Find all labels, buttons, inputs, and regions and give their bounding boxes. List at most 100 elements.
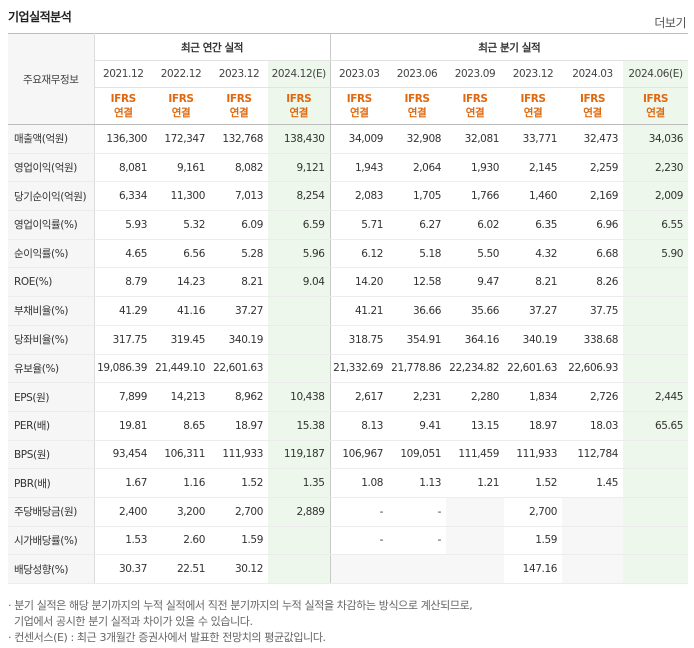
quarter-value-cell [446,554,505,584]
quarter-value-cell: 1,766 [446,181,505,212]
row-label[interactable]: 순이익률(%) [8,239,95,269]
annual-value-cell: 15.38 [268,411,331,441]
ifrs-label: IFRS [462,93,488,105]
quarter-value-cell: 5.18 [388,239,447,269]
row-label[interactable]: BPS(원) [8,440,95,470]
ifrs-basis-header: IFRS 연결 [562,87,624,125]
quarter-value-cell: 6.27 [388,210,447,240]
annual-value-cell: 41.29 [94,296,152,326]
quarter-value-cell [446,496,505,527]
row-label[interactable]: 배당성향(%) [8,554,95,584]
quarter-value-cell: 112,784 [562,440,624,470]
ifrs-label: IFRS [404,93,430,105]
annual-value-cell: 30.12 [210,554,268,584]
quarter-value-cell: 5.90 [623,239,689,269]
annual-value-cell: 1.53 [94,526,152,556]
consolidated-label: 연결 [407,107,427,119]
period-header: 2023.12 [210,60,268,88]
period-header: 2023.06 [388,60,447,88]
table-row: 배당성향(%) 30.37 22.51 30.12 147.16 [8,554,689,584]
quarter-value-cell: 1,705 [388,181,447,212]
row-label[interactable]: EPS(원) [8,382,95,412]
annual-value-cell: 5.96 [268,239,331,269]
table-row: PER(배) 19.81 8.65 18.97 15.38 8.13 9.41 13.15 18… [8,411,689,441]
more-link[interactable]: 더보기 [654,16,686,30]
annual-value-cell: 30.37 [94,554,152,584]
table-row: 주당배당금(원) 2,400 3,200 2,700 2,889- -2,700 [8,496,689,527]
annual-value-cell: 8.65 [152,411,210,441]
quarter-value-cell: 1,930 [446,153,505,183]
ifrs-label: IFRS [579,93,606,105]
annual-value-cell: 41.16 [152,296,210,326]
ifrs-label: IFRS [520,93,546,105]
row-label[interactable]: 당좌비율(%) [8,325,95,355]
annual-value-cell: 6.09 [210,210,268,240]
quarter-value-cell: 106,967 [330,440,389,470]
annual-value-cell: 1.16 [152,468,210,498]
row-label[interactable]: ROE(%) [8,267,95,298]
quarter-value-cell: 22,601.63 [504,354,563,384]
annual-value-cell: 317.75 [94,325,152,355]
annual-value-cell: 2,700 [210,496,268,527]
quarter-value-cell: 9.47 [446,267,505,298]
row-label[interactable]: 시가배당률(%) [8,526,95,556]
period-header: 2023.09 [446,60,505,88]
table-row: EPS(원) 7,899 14,213 8,962 10,438 2,617 2,231 2,… [8,382,689,412]
annual-value-cell: 8,082 [210,153,268,183]
annual-value-cell: 136,300 [94,124,152,154]
row-label[interactable]: 영업이익률(%) [8,210,95,240]
quarter-value-cell: 364.16 [446,325,505,355]
quarter-value-cell [562,554,624,584]
annual-value-cell: 14,213 [152,382,210,412]
consolidated-label: 연결 [229,107,249,119]
table-row: 순이익률(%) 4.65 6.56 5.28 5.96 6.12 5.18 5.50 4.32 6… [8,239,689,269]
annual-value-cell: 19.81 [94,411,152,441]
annual-value-cell: 10,438 [268,382,331,412]
quarter-value-cell: 340.19 [504,325,563,355]
ifrs-label: IFRS [168,93,194,105]
period-header: 2022.12 [152,60,210,88]
quarter-value-cell: 14.20 [330,267,389,298]
annual-value-cell: 5.32 [152,210,210,240]
annual-value-cell: 1.59 [210,526,268,556]
row-label[interactable]: 부채비율(%) [8,296,95,326]
table-row: 유보율(%) 19,086.39 21,449.10 22,601.63 21,332.… [8,354,689,384]
row-label[interactable]: 영업이익(억원) [8,153,95,183]
quarter-value-cell: 1.45 [562,468,624,498]
table-row: 시가배당률(%) 1.53 2.60 1.59- -1.59 [8,526,689,556]
row-label[interactable]: PER(배) [8,411,95,441]
annual-value-cell: 9,121 [268,153,331,183]
annual-value-cell [268,354,331,384]
quarter-value-cell: 18.03 [562,411,624,441]
ifrs-basis-header: IFRS 연결 [330,87,389,125]
annual-value-cell: 172,347 [152,124,210,154]
quarter-value-cell: 32,908 [388,124,447,154]
annual-value-cell: 6,334 [94,181,152,212]
ifrs-label: IFRS [642,93,669,105]
table-row: 부채비율(%) 41.29 41.16 37.27 41.21 36.66 35.66 37.… [8,296,689,326]
quarter-value-cell: 2,009 [623,181,689,212]
quarter-value-cell: - [388,496,447,527]
row-label[interactable]: 주당배당금(원) [8,496,95,527]
quarter-value-cell: 8.21 [504,267,563,298]
quarter-value-cell: - [388,526,447,556]
quarter-value-cell: 21,332.69 [330,354,389,384]
annual-value-cell: 4.65 [94,239,152,269]
quarter-value-cell: 6.12 [330,239,389,269]
quarter-value-cell [330,554,389,584]
row-label[interactable]: PBR(배) [8,468,95,498]
row-label[interactable]: 유보율(%) [8,354,95,384]
annual-value-cell: 5.93 [94,210,152,240]
quarter-value-cell: 18.97 [504,411,563,441]
quarter-value-cell: 13.15 [446,411,505,441]
row-label[interactable]: 매출액(억원) [8,124,95,154]
annual-value-cell: 340.19 [210,325,268,355]
quarter-value-cell: 2,700 [504,496,563,527]
footnotes: · 분기 실적은 해당 분기까지의 누적 실적에서 직전 분기까지의 누적 실적… [8,598,473,646]
quarter-value-cell: 2,230 [623,153,689,183]
consolidated-label: 연결 [583,107,602,119]
annual-value-cell: 7,013 [210,181,268,212]
table-row: 영업이익(억원) 8,081 9,161 8,082 9,121 1,943 2,064 1,… [8,153,689,183]
period-header: 2023.12 [504,60,563,88]
row-label[interactable]: 당기순이익(억원) [8,181,95,212]
